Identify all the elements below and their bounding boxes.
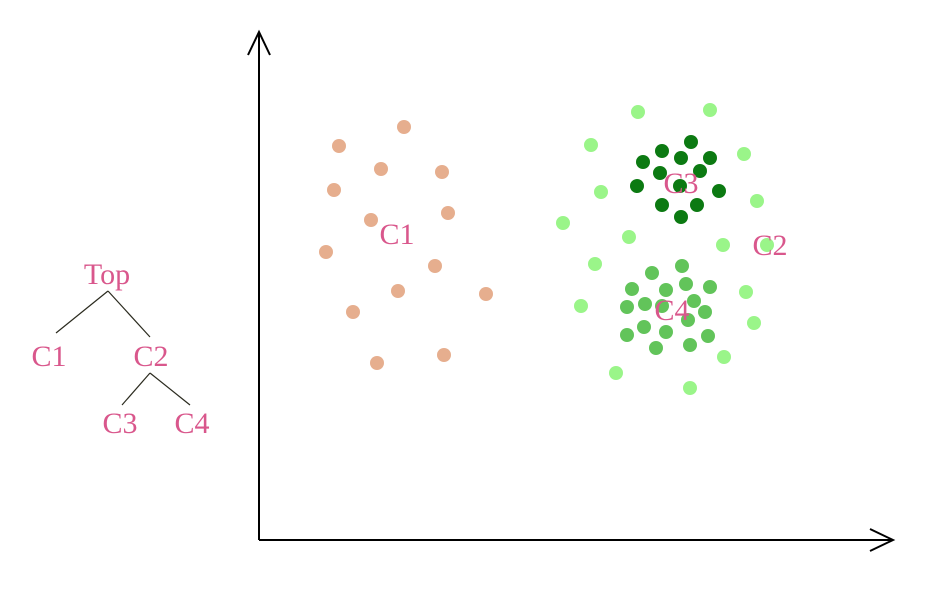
cluster-c3-point [690,198,704,212]
cluster-c1-point [374,162,388,176]
cluster-c3-point [636,155,650,169]
cluster-c1-point [441,206,455,220]
tree-edge-c2-c3 [121,372,151,406]
cluster-c2-point [594,185,608,199]
cluster-c1-point [327,183,341,197]
cluster-c1-point [364,213,378,227]
tree-node-c2: C2 [133,340,168,373]
hierarchy-tree: Top C1 C2 C3 C4 [31,258,209,440]
cluster-c4-point [637,320,651,334]
cluster-c3-point [693,164,707,178]
cluster-label-c4: C4 [654,294,689,327]
tree-edge-top-c1 [55,290,109,334]
cluster-c2-point [716,238,730,252]
cluster-c2-points [556,103,774,395]
cluster-c4-point [681,313,695,327]
tree-edge-top-c2 [107,290,151,338]
cluster-c2-point [588,257,602,271]
x-axis-arrowhead [869,528,896,552]
cluster-c3-point [684,135,698,149]
cluster-c4-point [683,338,697,352]
cluster-c1-point [428,259,442,273]
cluster-c4-point [687,294,701,308]
cluster-c2-point [574,299,588,313]
cluster-c2-point [750,194,764,208]
cluster-c1-point [370,356,384,370]
cluster-c2-point [739,285,753,299]
cluster-label-c3: C3 [663,167,698,200]
cluster-c2-point [556,216,570,230]
cluster-c3-points [630,135,726,224]
cluster-c2-point [622,230,636,244]
cluster-c4-point [659,325,673,339]
cluster-c2-point [631,105,645,119]
cluster-c3-point [630,179,644,193]
cluster-label-c2: C2 [752,229,787,262]
cluster-c1-point [397,120,411,134]
axes [247,29,896,552]
tree-edge-c2-c4 [149,372,191,406]
cluster-c3-point [712,184,726,198]
cluster-c2-point [683,381,697,395]
cluster-c4-point [638,297,652,311]
cluster-c2-point [760,238,774,252]
cluster-c2-point [747,316,761,330]
cluster-c3-point [653,166,667,180]
tree-node-c3: C3 [102,407,137,440]
cluster-c4-point [679,277,693,291]
cluster-c2-point [703,103,717,117]
tree-node-top: Top [84,258,130,291]
cluster-c4-point [620,328,634,342]
cluster-c1-point [346,305,360,319]
cluster-c4-point [645,266,659,280]
cluster-c1-point [332,139,346,153]
tree-node-c1: C1 [31,340,66,373]
cluster-c3-point [674,210,688,224]
cluster-c1-point [319,245,333,259]
cluster-c4-point [698,305,712,319]
cluster-c3-point [673,179,687,193]
cluster-c2-point [584,138,598,152]
y-axis-arrowhead [247,29,271,56]
cluster-c4-points [620,259,717,355]
tree-node-c4: C4 [174,407,209,440]
cluster-c4-point [649,341,663,355]
cluster-labels: C1 C2 C3 C4 [379,167,787,327]
cluster-c4-point [655,299,669,313]
cluster-c3-point [674,151,688,165]
cluster-c4-point [620,300,634,314]
cluster-c4-point [659,283,673,297]
cluster-c1-points [319,120,493,370]
cluster-c1-point [391,284,405,298]
cluster-c4-point [675,259,689,273]
cluster-c4-point [625,282,639,296]
cluster-c3-point [703,151,717,165]
cluster-c4-point [703,280,717,294]
cluster-c4-point [701,329,715,343]
cluster-c1-point [435,165,449,179]
cluster-c2-point [609,366,623,380]
cluster-c2-point [717,350,731,364]
cluster-c3-point [655,198,669,212]
cluster-c1-point [437,348,451,362]
cluster-c3-point [655,144,669,158]
cluster-c2-point [737,147,751,161]
cluster-label-c1: C1 [379,218,414,251]
cluster-c1-point [479,287,493,301]
